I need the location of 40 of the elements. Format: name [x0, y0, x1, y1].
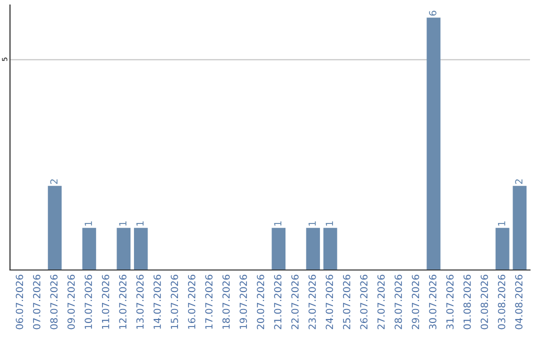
data-label: 1	[326, 221, 333, 226]
x-tick-label: 07.07.2026	[33, 274, 40, 330]
x-tick-label: 16.07.2026	[188, 274, 196, 329]
data-label: 1	[308, 221, 316, 226]
x-tick-label: 03.08.2026	[498, 274, 506, 330]
data-label: 1	[119, 221, 126, 226]
x-tick-label: 13.07.2026	[136, 274, 144, 329]
data-label: 1	[274, 221, 282, 226]
x-tick-label: 31.07.2026	[446, 274, 454, 330]
x-tick-label: 28.07.2026	[394, 274, 402, 330]
x-tick-label: 17.07.2026	[205, 274, 213, 329]
x-tick-label: 22.07.2026	[291, 274, 299, 330]
x-tick-label: 04.08.2026	[515, 274, 522, 330]
x-tick-label: 10.07.2026	[84, 274, 92, 329]
x-tick-label: 25.07.2026	[342, 274, 350, 330]
x-tick-label: 24.07.2026	[326, 274, 334, 330]
x-tick-label: 19.07.2026	[240, 274, 247, 329]
x-tick-label: 20.07.2026	[256, 274, 264, 330]
data-label: 2	[50, 179, 58, 184]
x-tick-label: 01.08.2026	[463, 274, 471, 330]
data-label: 1	[136, 221, 144, 226]
x-tick-label: 14.07.2026	[154, 274, 161, 329]
x-tick-label: 11.07.2026	[102, 274, 110, 329]
x-tick-label: 02.08.2026	[480, 274, 488, 330]
x-tick-label: 27.07.2026	[377, 274, 385, 330]
data-label: 1	[498, 221, 506, 226]
data-label: 6	[429, 10, 436, 16]
x-tick-label: 18.07.2026	[222, 274, 230, 329]
x-tick-label: 30.07.2026	[429, 274, 436, 330]
x-tick-label: 26.07.2026	[360, 274, 368, 330]
x-tick-label: 06.07.2026	[16, 274, 24, 330]
data-label: 2	[515, 179, 522, 184]
x-tick-label: 09.07.2026	[67, 274, 75, 330]
x-tick-label: 15.07.2026	[170, 274, 178, 329]
x-tick-label: 29.07.2026	[412, 274, 420, 330]
x-tick-label: 21.07.2026	[274, 274, 282, 330]
x-tick-label: 12.07.2026	[119, 274, 126, 329]
x-tick-label: 08.07.2026	[50, 274, 58, 330]
x-tick-label: 23.07.2026	[308, 274, 316, 330]
data-label: 1	[84, 221, 92, 226]
